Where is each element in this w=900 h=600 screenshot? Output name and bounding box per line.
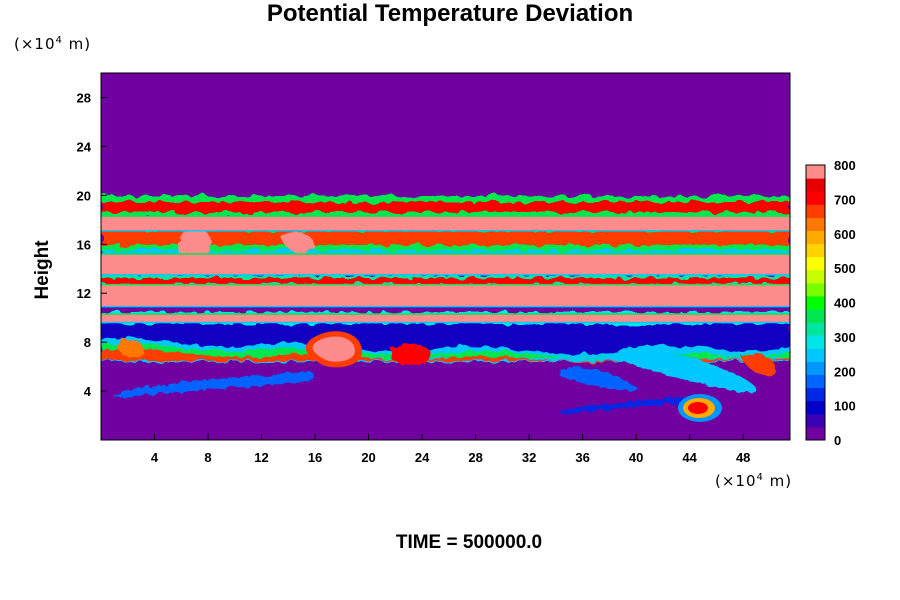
y-tick-label: 4 [84, 384, 92, 399]
blue-streak [560, 396, 700, 414]
y-unit-suffix: m) [62, 35, 92, 53]
warm-blob [390, 344, 431, 365]
warm-blob [740, 353, 776, 376]
x-tick-label: 12 [254, 450, 268, 465]
x-tick-label: 44 [682, 450, 697, 465]
colorbar-tick-label: 200 [834, 364, 856, 379]
colorbar: 0 100 200 300 400 500 600 700 800 [805, 158, 856, 448]
colorbar-tick-label: 100 [834, 399, 856, 414]
warm-blob [118, 339, 144, 358]
colorbar-swatch [806, 256, 825, 271]
x-tick-label: 40 [629, 450, 643, 465]
y-axis-unit: (×104 m) [14, 35, 91, 53]
x-ticks: 4 8 12 16 20 24 28 32 36 40 44 48 [151, 434, 750, 465]
x-tick-label: 16 [308, 450, 322, 465]
blue-streak [115, 371, 315, 398]
colorbar-swatch [806, 387, 825, 402]
colorbar-swatch [806, 426, 825, 441]
layers-group [101, 215, 790, 324]
x-tick-label: 20 [361, 450, 375, 465]
eddy [688, 402, 708, 414]
x-axis-unit: (×104 m) [715, 472, 792, 490]
x-tick-label: 48 [736, 450, 750, 465]
plot-frame [100, 72, 791, 441]
colorbar-swatch [806, 230, 825, 245]
colorbar-swatch [806, 413, 825, 428]
colorbar-swatch [806, 204, 825, 218]
colorbar-swatch [806, 165, 825, 179]
y-ticks: 4 8 12 16 20 24 28 [77, 90, 107, 399]
x-tick-label: 36 [575, 450, 589, 465]
x-tick-label: 28 [468, 450, 482, 465]
y-tick-label: 28 [77, 90, 91, 105]
colorbar-tick-label: 600 [834, 227, 856, 242]
colorbar-swatch [806, 295, 825, 310]
colorbar-swatch [806, 191, 825, 205]
time-label: TIME = 500000.0 [395, 532, 543, 553]
colorbar-tick-label: 500 [834, 261, 856, 276]
colorbar-swatch [806, 269, 825, 284]
colorbar-tick-label: 400 [834, 296, 856, 311]
colorbar-swatch [806, 348, 825, 362]
chart-title: Potential Temperature Deviation [266, 0, 634, 27]
colorbar-swatch [806, 374, 825, 389]
x-tick-label: 24 [415, 450, 430, 465]
colorbar-tick-label: 700 [834, 192, 856, 207]
colorbar-swatch [806, 243, 825, 258]
warm-blob [280, 232, 314, 254]
warm-blob [312, 336, 356, 362]
eddy-tail [620, 347, 757, 393]
y-unit-exponent: 4 [55, 35, 63, 46]
warm-layer [101, 313, 790, 323]
colorbar-tick-label: 300 [834, 330, 856, 345]
x-unit-suffix: m) [763, 472, 793, 490]
colorbar-tick-label: 0 [834, 433, 841, 448]
y-unit-prefix: (×10 [14, 35, 56, 53]
x-tick-label: 8 [204, 450, 211, 465]
y-tick-label: 8 [84, 335, 91, 350]
x-unit-prefix: (×10 [715, 472, 757, 490]
colorbar-swatch [806, 322, 825, 336]
colorbar-swatch [806, 178, 825, 192]
warm-layer [101, 254, 790, 275]
warm-layer [101, 216, 790, 231]
x-tick-label: 4 [151, 450, 159, 465]
colorbar-swatch [806, 335, 825, 349]
colorbar-swatch [806, 309, 825, 323]
colorbar-swatch [806, 400, 825, 415]
y-tick-label: 20 [77, 188, 91, 203]
colorbar-swatch [806, 282, 825, 297]
y-tick-label: 16 [77, 237, 91, 252]
x-unit-exponent: 4 [756, 472, 764, 483]
colorbar-frame [805, 164, 826, 441]
y-tick-label: 12 [77, 286, 91, 301]
warm-layer [101, 284, 790, 307]
y-tick-label: 24 [77, 139, 92, 154]
colorbar-tick-label: 800 [834, 158, 856, 173]
eddy-tail [560, 367, 640, 391]
x-tick-label: 32 [522, 450, 536, 465]
colorbar-swatch [806, 217, 825, 231]
colorbar-swatch [806, 361, 825, 376]
